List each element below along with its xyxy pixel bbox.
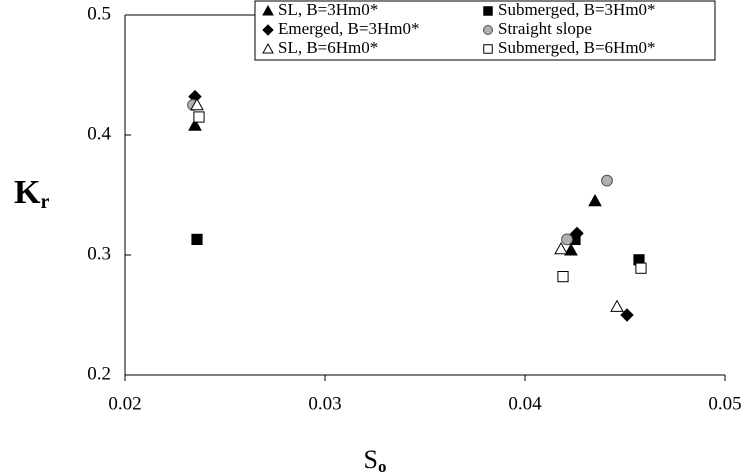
y-tick-label: 0.4 — [87, 123, 111, 144]
marker-triangle — [188, 118, 202, 131]
marker-circle — [601, 174, 613, 187]
x-label-sub: o — [378, 457, 387, 476]
legend-label: Submerged, B=6Hm0* — [498, 38, 656, 57]
marker-circle — [483, 25, 493, 35]
marker-square — [483, 6, 493, 16]
x-tick-label: 0.03 — [308, 393, 341, 414]
y-tick-label: 0.3 — [87, 243, 111, 264]
marker-triangle — [262, 42, 274, 54]
marker-triangle — [564, 243, 578, 256]
legend-label: SL, B=3Hm0* — [278, 0, 378, 19]
x-label-main: S — [364, 445, 378, 474]
y-tick-label: 0.2 — [87, 363, 111, 384]
x-axis-label: So — [364, 445, 387, 476]
x-tick-label: 0.05 — [708, 393, 741, 414]
marker-diamond — [620, 308, 634, 322]
y-label-main: K — [14, 174, 41, 211]
x-tick-label: 0.02 — [108, 393, 141, 414]
y-label-sub: r — [40, 191, 49, 213]
marker-triangle — [554, 241, 568, 255]
x-tick-label: 0.04 — [508, 393, 542, 414]
marker-circle — [561, 233, 573, 246]
marker-triangle — [588, 193, 602, 207]
marker-triangle — [190, 97, 204, 111]
y-axis-label: Kr — [14, 174, 49, 213]
marker-triangle — [262, 4, 274, 16]
marker-square — [193, 111, 205, 123]
marker-triangle — [610, 299, 624, 312]
marker-square — [483, 44, 493, 54]
y-tick-label: 0.5 — [87, 3, 111, 24]
legend-label: Straight slope — [498, 19, 592, 38]
legend-label: Submerged, B=3Hm0* — [498, 0, 656, 19]
marker-diamond — [262, 24, 274, 36]
marker-square — [557, 271, 569, 283]
legend-label: SL, B=6Hm0* — [278, 38, 378, 57]
marker-square — [191, 233, 203, 246]
legend-label: Emerged, B=3Hm0* — [278, 19, 419, 38]
marker-diamond — [570, 226, 584, 241]
marker-square — [635, 262, 647, 274]
